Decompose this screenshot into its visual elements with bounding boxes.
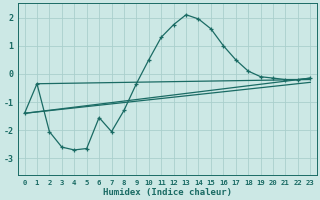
X-axis label: Humidex (Indice chaleur): Humidex (Indice chaleur) [103,188,232,197]
